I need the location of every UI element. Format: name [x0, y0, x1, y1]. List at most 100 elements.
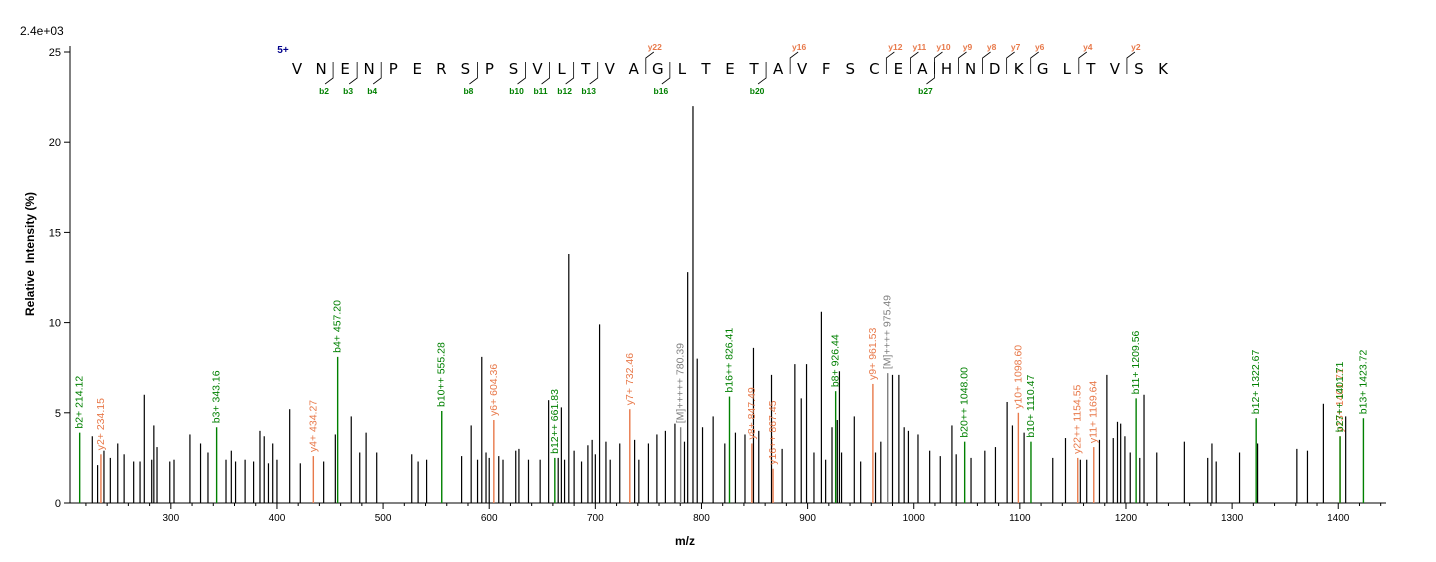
residue: A	[773, 60, 784, 78]
peak-label: y16++ 867.45	[767, 400, 779, 464]
residue: V	[532, 60, 543, 78]
x-tick-label: 1000	[903, 513, 926, 524]
peak-label: y9+ 961.53	[867, 328, 879, 380]
x-tick-label: 700	[587, 513, 604, 524]
y-tick-label: 5	[55, 408, 61, 420]
residue: H	[941, 60, 952, 78]
y-ion-marker	[934, 51, 943, 74]
residue: T	[700, 60, 711, 78]
y-ion-label: y6	[1035, 42, 1045, 52]
y-ion-marker	[789, 51, 799, 74]
y-ion-label: y10	[936, 42, 950, 52]
b-ion-label: b13	[581, 86, 596, 96]
x-tick-label: 1100	[1009, 513, 1031, 524]
peak-label: y22++ 1154.55	[1072, 384, 1084, 453]
residue: G	[652, 60, 664, 78]
residue: K	[1014, 60, 1025, 78]
peak-label: [M]++++ 975.49	[882, 295, 894, 369]
peptide-sequence: 5+V N E N P E R S P S V L T V A G L T E T A V F S C E A H N D K G L T V S Kb…	[277, 42, 1169, 96]
residue: N	[364, 60, 375, 78]
y-ion-label: y22	[648, 42, 662, 52]
residue: S	[461, 60, 471, 78]
b-ion-marker	[469, 62, 478, 85]
y-ion-marker	[1006, 51, 1015, 74]
residue: P	[485, 60, 494, 78]
peak-label: b10++ 555.28	[436, 342, 448, 407]
b-ion-label: b20	[750, 86, 765, 96]
x-axis-label: m/z	[674, 534, 696, 548]
peak-label: y10+ 1098.60	[1012, 345, 1024, 409]
b-ion-label: b8	[463, 86, 473, 96]
y-ion-label: y11	[913, 42, 927, 52]
b-ion-marker	[348, 62, 358, 85]
residue: D	[989, 60, 1001, 78]
residue: E	[340, 60, 349, 78]
y-ion-marker	[1078, 51, 1088, 74]
residue: N	[315, 60, 326, 78]
y-ion-marker	[885, 51, 895, 74]
b-ion-marker	[324, 62, 334, 85]
residue: P	[389, 60, 398, 78]
peak-label: b3+ 343.16	[211, 370, 223, 423]
peak-label: b16++ 826.41	[723, 328, 735, 393]
x-tick-label: 500	[375, 513, 392, 524]
residue: R	[436, 60, 446, 78]
intensity-scale-label: 2.4e+03	[20, 24, 64, 38]
residue: T	[748, 60, 759, 78]
peak-label: b2+ 214.12	[74, 376, 86, 429]
residue: S	[1134, 60, 1144, 78]
b-ion-label: b2	[319, 86, 329, 96]
residue: A	[629, 60, 640, 78]
b-ion-marker	[517, 62, 526, 85]
residue: S	[846, 60, 856, 78]
y-ion-label: y4	[1083, 42, 1093, 52]
residue: C	[869, 60, 879, 78]
b-ion-label: b10	[509, 86, 524, 96]
y-ion-label: y8	[987, 42, 997, 52]
y-ion-label: y7	[1011, 42, 1021, 52]
residue: E	[725, 60, 734, 78]
peak-label: [M]+++++ 780.39	[675, 343, 687, 423]
residue: T	[580, 60, 591, 78]
y-ion-marker	[910, 51, 919, 74]
b-ion-label: b16	[654, 86, 669, 96]
y-tick-label: 10	[49, 318, 61, 330]
y-ion-marker	[645, 51, 655, 74]
peak-label: y11+ 1169.64	[1088, 381, 1100, 444]
y-tick-label: 15	[49, 227, 61, 239]
peak-label: y4+ 434.27	[307, 400, 319, 452]
x-tick-label: 1400	[1327, 513, 1350, 524]
residue: V	[292, 60, 303, 78]
y-ion-label: y16	[792, 42, 806, 52]
residue: S	[509, 60, 519, 78]
peak-label: b11+ 1209.56	[1130, 330, 1142, 394]
x-tick-label: 1200	[1115, 513, 1138, 524]
residue: G	[1037, 60, 1049, 78]
b-ion-label: b11	[533, 86, 547, 96]
y-tick-label: 25	[49, 47, 61, 59]
residue: K	[1158, 60, 1169, 78]
x-tick-label: 300	[162, 513, 179, 524]
x-tick-label: 800	[693, 513, 710, 524]
peak-label: b8+ 926.44	[830, 334, 842, 387]
b-ion-marker	[372, 62, 382, 85]
residue: E	[413, 60, 422, 78]
b-ion-marker	[661, 62, 671, 85]
b-ion-marker	[541, 62, 550, 85]
x-tick-label: 600	[481, 513, 498, 524]
x-tick-label: 400	[269, 513, 286, 524]
y-tick-label: 0	[55, 498, 61, 510]
residue: E	[894, 60, 903, 78]
y-ion-marker	[982, 51, 991, 74]
peak-label: b13+ 1423.72	[1357, 350, 1369, 415]
residue: N	[965, 60, 976, 78]
b-ion-marker	[757, 62, 767, 85]
y-ion-marker	[1030, 51, 1039, 74]
b-ion-label: b4	[367, 86, 377, 96]
peak-label: b4+ 457.20	[332, 300, 344, 353]
peak-label: y2+ 234.15	[95, 398, 107, 450]
residue: V	[605, 60, 616, 78]
residue: F	[822, 60, 831, 78]
b-ion-marker	[565, 62, 575, 85]
